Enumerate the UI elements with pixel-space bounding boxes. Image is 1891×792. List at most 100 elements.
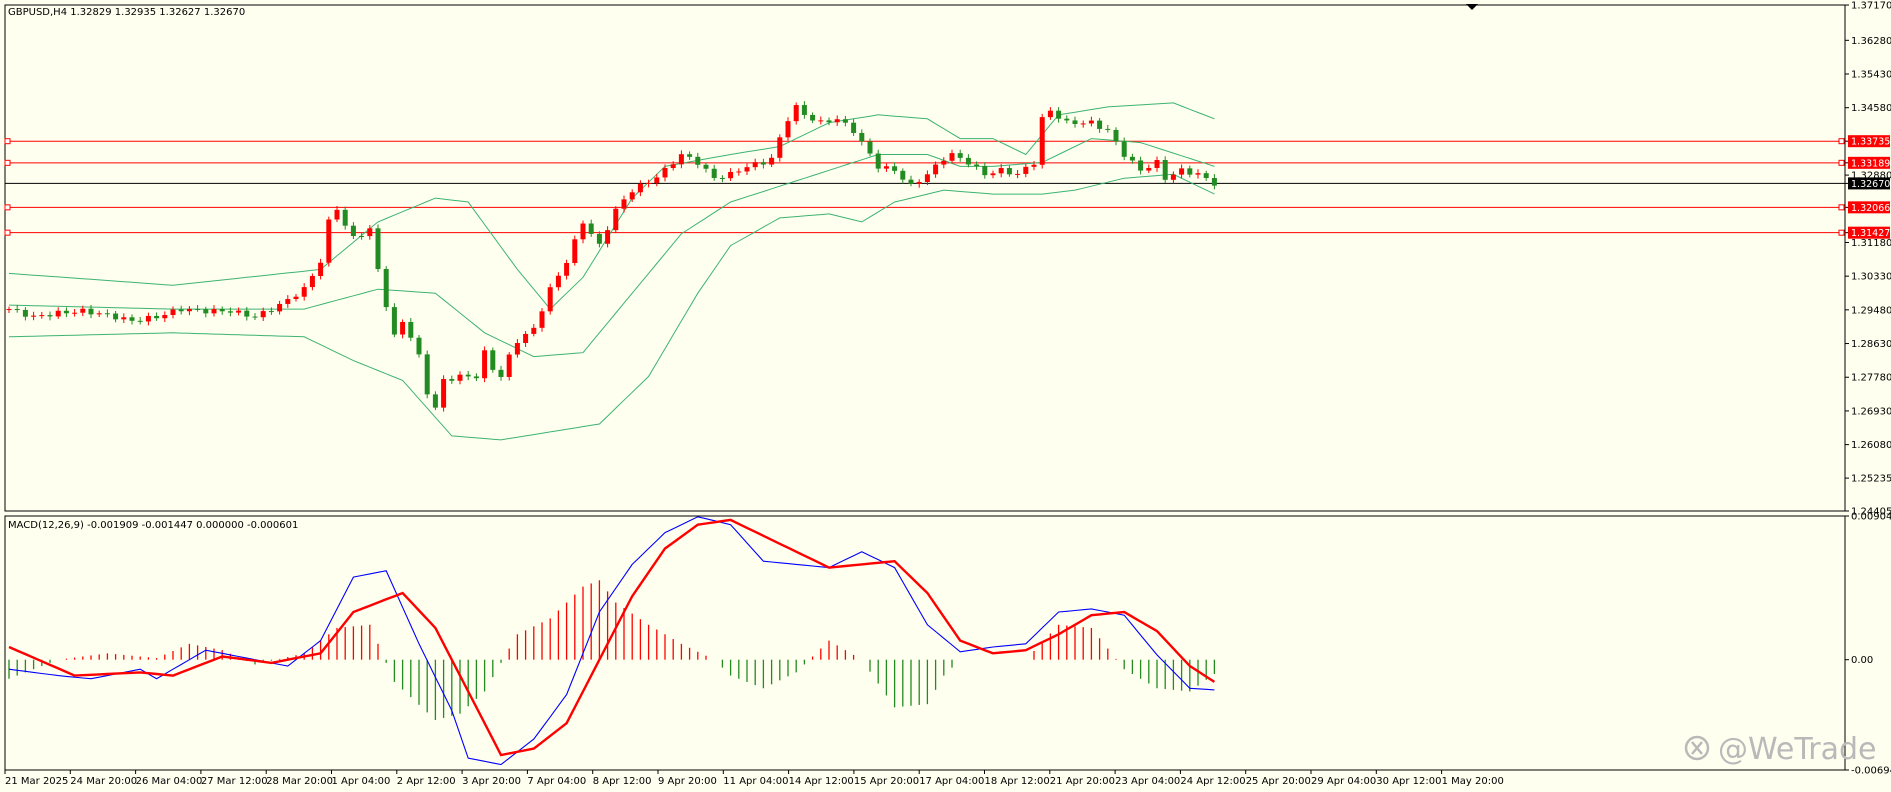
candle-body — [178, 309, 184, 312]
time-axis-label: 1 May 20:00 — [1442, 776, 1504, 787]
candle — [1146, 164, 1152, 174]
candle-body — [22, 309, 28, 317]
candle — [1105, 124, 1111, 133]
candle — [588, 219, 594, 237]
level-handle-right — [1838, 229, 1845, 236]
candle-body — [391, 307, 397, 335]
candle — [580, 220, 586, 244]
candle — [96, 310, 102, 318]
candle — [818, 116, 824, 125]
candle — [810, 112, 816, 124]
candle-body — [145, 315, 151, 322]
candle-body — [834, 119, 840, 123]
candle — [605, 226, 611, 248]
candle-body — [1162, 160, 1168, 180]
candle — [342, 206, 348, 230]
candle-body — [318, 262, 324, 277]
candle — [785, 117, 791, 141]
macd-pane[interactable] — [4, 515, 1846, 771]
time-axis-label: 18 Apr 12:00 — [985, 776, 1050, 787]
candle-body — [769, 157, 775, 165]
symbol-header: GBPUSD,H4 1.32829 1.32935 1.32627 1.3267… — [8, 7, 245, 18]
candle-body — [88, 308, 94, 315]
candle — [793, 102, 799, 125]
candle-body — [637, 183, 643, 193]
candle — [162, 311, 168, 323]
candle — [662, 164, 668, 182]
candle-body — [760, 162, 766, 165]
time-axis-label: 25 Apr 20:00 — [1246, 776, 1311, 787]
candle — [350, 222, 356, 239]
time-axis-label: 26 Mar 04:00 — [136, 776, 203, 787]
candle — [391, 303, 397, 338]
candle-body — [1006, 168, 1012, 175]
candle-body — [137, 320, 143, 322]
candle — [1195, 169, 1201, 179]
level-price-tag-label: 1.33189 — [1851, 158, 1890, 169]
candle-body — [801, 105, 807, 115]
candle-body — [342, 209, 348, 226]
candle — [1072, 116, 1078, 128]
level-price-tag — [1848, 156, 1890, 169]
candle — [441, 375, 447, 412]
candle-body — [793, 105, 799, 122]
candle — [1187, 165, 1193, 178]
candle-body — [47, 315, 53, 317]
price-axis-label: 1.30330 — [1851, 272, 1891, 283]
chart-shift-marker-icon[interactable] — [1466, 4, 1478, 10]
candle-body — [506, 354, 512, 377]
candle-body — [744, 167, 750, 172]
candle-body — [654, 177, 660, 183]
candle — [769, 154, 775, 167]
axes: 1.37170 1.36280 1.35430 1.34580 1.33735 1.331… — [4, 1, 1891, 787]
candle-body — [441, 379, 447, 408]
candle-body — [113, 313, 119, 320]
candle — [736, 168, 742, 176]
candle-body — [154, 315, 160, 319]
candle — [72, 308, 78, 317]
candle — [1006, 165, 1012, 177]
candle — [965, 154, 971, 168]
candle-body — [359, 236, 365, 238]
candle — [334, 206, 340, 223]
candle-body — [55, 310, 61, 317]
price-axis-label: 1.37170 — [1851, 1, 1891, 12]
candle — [465, 370, 471, 381]
candle — [121, 313, 127, 323]
candle — [1129, 153, 1135, 164]
time-axis-label: 24 Mar 20:00 — [70, 776, 137, 787]
price-pane[interactable] — [4, 4, 1846, 512]
candle-body — [785, 121, 791, 138]
candle — [1211, 174, 1217, 190]
candle-body — [473, 376, 479, 379]
candle-body — [416, 337, 422, 355]
candle — [695, 152, 701, 169]
candle — [883, 163, 889, 173]
candle-body — [580, 223, 586, 240]
candle — [293, 294, 299, 302]
candle-body — [777, 137, 783, 158]
candle-body — [1211, 178, 1217, 186]
candle — [301, 283, 307, 301]
time-axis-label: 30 Apr 12:00 — [1376, 776, 1441, 787]
level-handle-right — [1838, 138, 1845, 145]
candle-body — [482, 350, 488, 379]
bollinger-lower-band — [8, 173, 1215, 441]
candle — [326, 216, 332, 267]
candle-body — [465, 374, 471, 377]
candle — [1097, 118, 1103, 133]
candle-body — [703, 164, 709, 169]
macd-axis-label: 0.00 — [1851, 655, 1873, 666]
candle-body — [514, 343, 520, 355]
candle-body — [547, 287, 553, 312]
candle-body — [974, 164, 980, 167]
candle-body — [498, 369, 504, 377]
level-price-tag-label: 1.33735 — [1851, 137, 1890, 148]
candle-body — [104, 313, 110, 315]
candle-body — [957, 153, 963, 158]
candle-body — [260, 311, 266, 318]
candle — [1170, 171, 1176, 184]
candle — [39, 311, 45, 319]
